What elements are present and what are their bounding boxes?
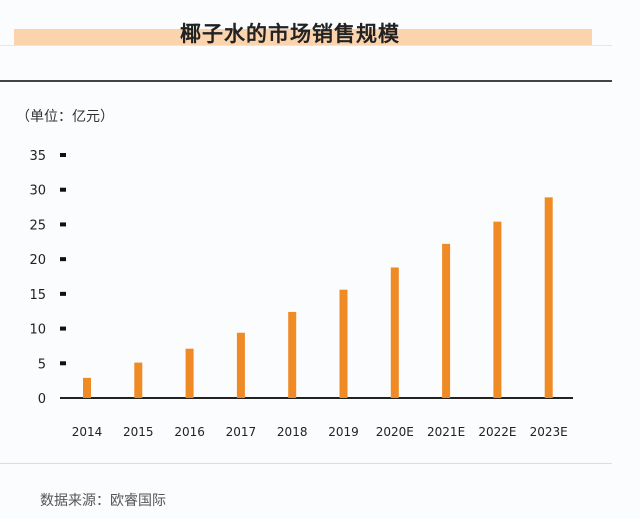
y-tick-mark [60,291,66,296]
x-tick-label: 2017 [226,425,257,439]
y-tick-mark [60,257,66,262]
y-tick-mark [60,187,66,192]
x-tick-label: 2016 [174,425,205,439]
bar-2016 [185,348,194,398]
x-tick-label: 2014 [72,425,103,439]
header-rule [0,80,612,82]
x-tick-label: 2021E [427,425,465,439]
unit-label: （单位：亿元） [16,109,114,125]
y-tick-label: 25 [29,218,46,233]
y-tick-mark [60,361,66,366]
x-tick-label: 2023E [530,425,568,439]
bar-2021E [442,243,451,398]
y-tick-label: 35 [29,149,46,164]
x-tick-label: 2020E [376,425,414,439]
y-tick-label: 15 [29,288,46,303]
bar-2020E [390,267,399,398]
y-tick-mark [60,153,66,157]
bar-2014 [83,377,91,398]
bar-2023E [544,197,553,398]
y-tick-label: 10 [29,323,46,338]
x-tick-label: 2022E [478,425,516,439]
bar-2022E [493,221,502,398]
y-tick-label: 20 [29,253,46,268]
y-tick-mark [60,326,66,331]
bar-2017 [236,332,245,398]
y-tick-label: 5 [38,357,46,372]
footer-rule [0,463,612,464]
chart-title: 椰子水的市场销售规模 [180,22,400,46]
y-tick-mark [60,222,66,227]
y-tick-label: 30 [29,184,46,199]
bar-2019 [339,289,348,398]
source-note: 数据来源：欧睿国际 [40,493,166,509]
x-tick-label: 2018 [277,425,308,439]
bar-2015 [134,362,143,398]
y-tick-label: 0 [38,392,46,407]
x-tick-label: 2019 [328,425,359,439]
x-tick-label: 2015 [123,425,154,439]
bar-2018 [288,311,297,398]
divider [0,45,612,46]
title-band [14,29,592,45]
